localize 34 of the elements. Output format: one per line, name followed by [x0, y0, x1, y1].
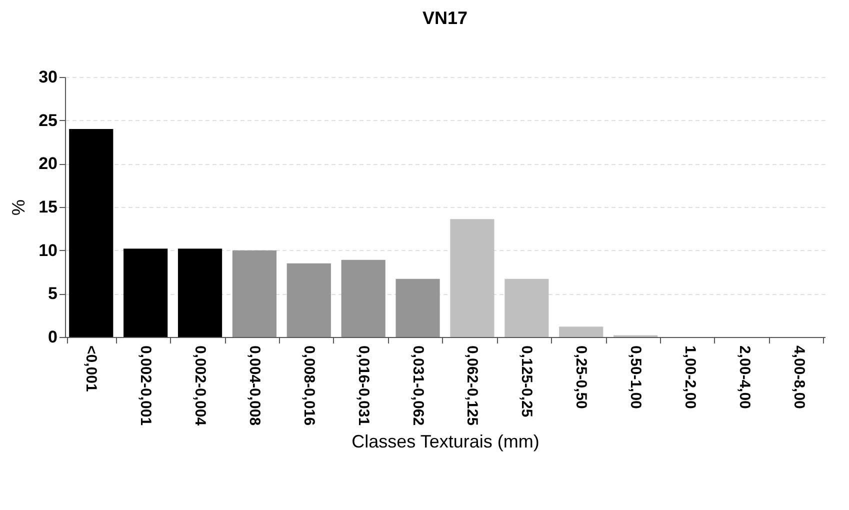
- x-tick-label: 0,008-0,016: [300, 346, 318, 426]
- y-tick-label: 25: [38, 110, 58, 130]
- bar: [124, 248, 168, 337]
- x-tick-label: 0,062-0,125: [464, 346, 481, 426]
- chart-title: VN17: [422, 8, 468, 28]
- x-tick-label: 0,002-0,001: [137, 346, 154, 426]
- y-axis-title: %: [8, 199, 29, 216]
- y-tick-label: 5: [48, 284, 58, 304]
- x-tick-label: 4,00-8,00: [790, 346, 808, 409]
- x-tick-label: 0,002-0,004: [192, 346, 209, 426]
- x-tick-label: 0,50-1,00: [627, 346, 644, 409]
- bar: [69, 129, 114, 337]
- x-tick-label: 0,25-0,50: [572, 346, 590, 409]
- bar: [341, 260, 386, 337]
- x-tick-label: 0,016-0,031: [354, 346, 372, 426]
- bar: [178, 248, 222, 337]
- x-tick-label: 0,125-0,25: [518, 346, 536, 418]
- y-tick-label: 10: [38, 240, 58, 260]
- bar: [504, 278, 549, 337]
- x-tick-label: 1,00-2,00: [681, 346, 698, 409]
- y-tick-label: 30: [38, 68, 58, 86]
- bar: [396, 278, 440, 337]
- x-tick-label: 0,004-0,008: [246, 346, 263, 426]
- y-tick-label: 15: [38, 198, 58, 216]
- x-axis-title: Classes Texturais (mm): [352, 432, 540, 452]
- bar: [450, 219, 494, 337]
- bar: [559, 326, 604, 337]
- x-tick-label: <0,001: [82, 346, 100, 392]
- x-tick-label: 0,031-0,062: [409, 346, 426, 426]
- y-tick-label: 20: [38, 154, 58, 174]
- x-tick-label: 2,00-4,00: [736, 346, 753, 409]
- y-tick-label: 0: [48, 328, 58, 346]
- bar: [286, 263, 331, 337]
- bar: [232, 250, 277, 337]
